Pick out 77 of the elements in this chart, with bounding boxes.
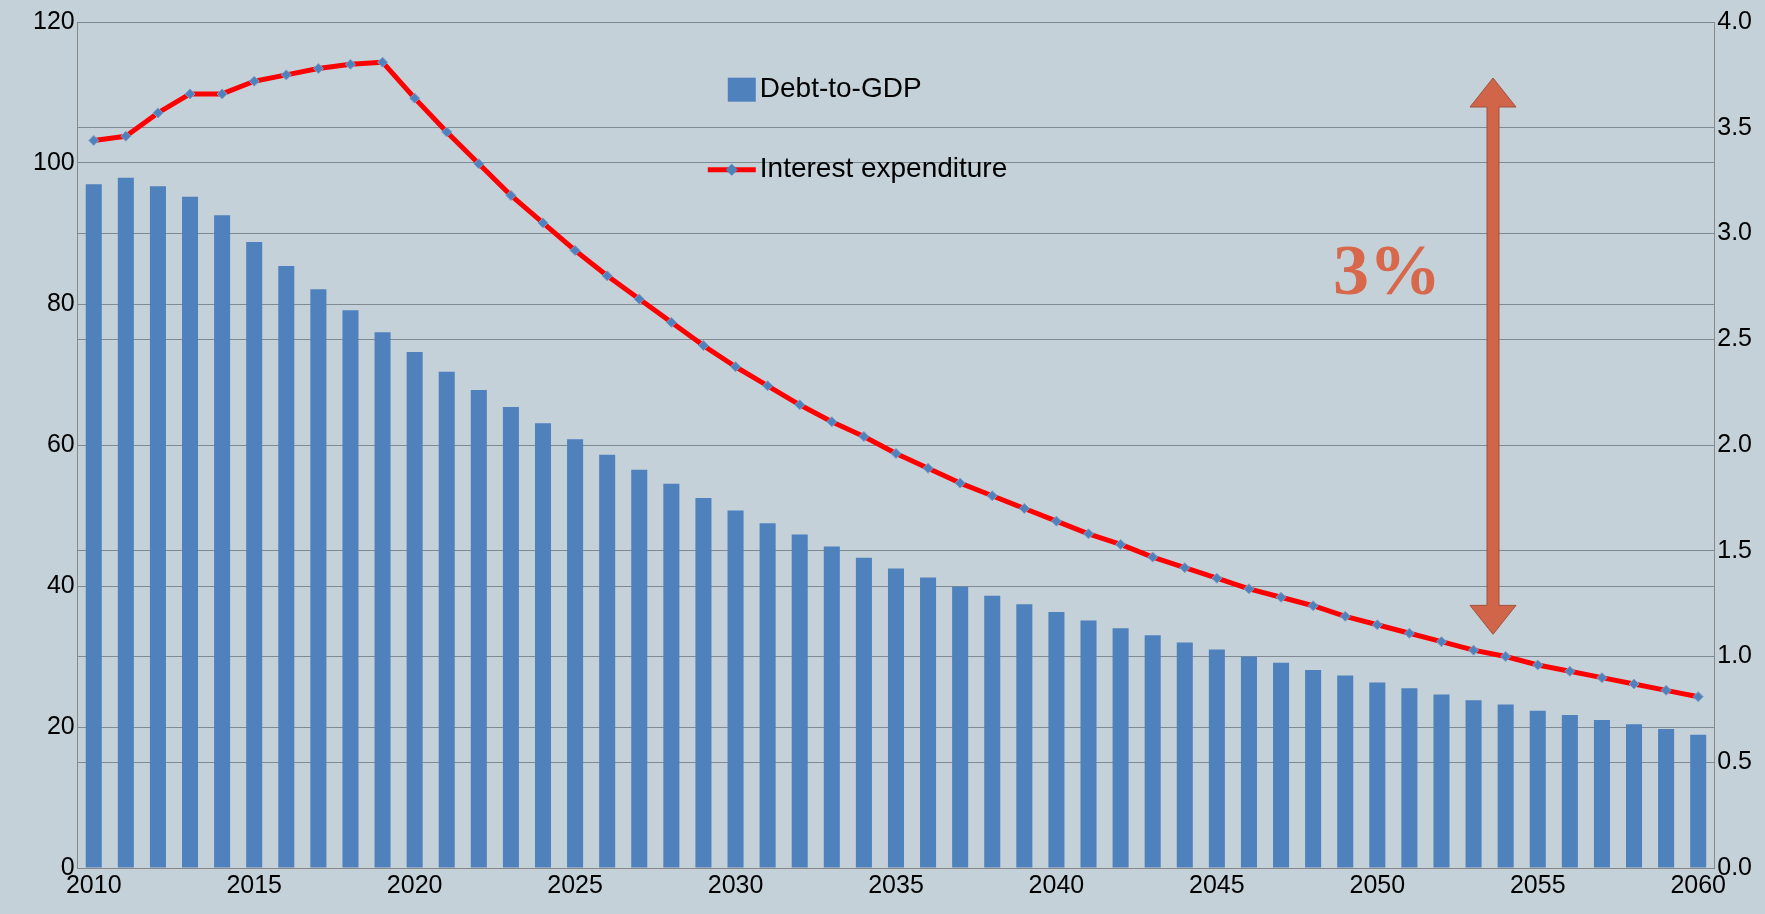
bar (1529, 710, 1546, 868)
bar (1497, 704, 1514, 868)
x-tick-label: 2040 (1028, 869, 1085, 898)
bar (1369, 682, 1386, 868)
bar (1016, 604, 1033, 868)
y2-tick-label: 3.5 (1717, 111, 1753, 140)
bar (791, 534, 808, 868)
bar (631, 469, 648, 868)
bar (599, 454, 616, 868)
x-tick-label: 2035 (868, 869, 924, 898)
x-tick-label: 2025 (547, 869, 603, 898)
y-tick-label: 60 (46, 428, 75, 457)
x-tick-label: 2045 (1189, 869, 1245, 898)
bar (470, 390, 487, 868)
bar (1080, 620, 1097, 868)
bar (887, 568, 904, 868)
bar (1305, 669, 1322, 868)
annotation: 3% (1332, 230, 1441, 311)
bar (984, 595, 1001, 868)
bar (149, 186, 166, 868)
bar (1593, 719, 1610, 868)
y2-tick-label: 2.0 (1717, 428, 1753, 457)
bar (310, 289, 327, 868)
bar (823, 546, 840, 868)
bar (920, 577, 937, 868)
bar (246, 241, 263, 868)
y2-tick-label: 2.5 (1717, 323, 1753, 352)
bar (1208, 649, 1225, 868)
bar (214, 215, 231, 868)
x-tick-label: 2020 (386, 869, 443, 898)
bar (1273, 662, 1290, 868)
bar (1465, 700, 1482, 868)
bar (1690, 734, 1707, 868)
bar (567, 439, 584, 868)
bar (1626, 724, 1643, 868)
bar (117, 177, 134, 868)
bar (1144, 635, 1161, 868)
bar (1240, 656, 1257, 868)
y-tick-label: 120 (32, 5, 75, 34)
bar (1658, 729, 1675, 868)
bar (952, 586, 969, 868)
bar (1176, 642, 1193, 868)
bar (1401, 688, 1418, 868)
bar (438, 371, 455, 868)
legend-label: Interest expenditure (759, 152, 1008, 184)
bar (85, 184, 102, 868)
bar (278, 265, 295, 868)
y2-tick-label: 3.0 (1717, 217, 1753, 246)
bar (759, 523, 776, 868)
y2-tick-label: 1.5 (1717, 534, 1753, 563)
y2-tick-label: 1.0 (1717, 640, 1753, 669)
x-tick-label: 2030 (707, 869, 764, 898)
bar (502, 406, 519, 868)
bar (374, 332, 391, 868)
x-tick-label: 2055 (1509, 869, 1566, 898)
bar (695, 497, 712, 868)
y-tick-label: 80 (46, 287, 75, 316)
bar (1337, 675, 1354, 868)
bar (1561, 715, 1578, 868)
legend-label: Debt-to-GDP (759, 72, 922, 104)
bar (534, 423, 552, 868)
y2-tick-label: 0.5 (1717, 746, 1753, 775)
bar (855, 557, 872, 868)
bar (1433, 694, 1450, 868)
y2-tick-label: 4.0 (1717, 5, 1753, 34)
x-tick-label: 2015 (226, 869, 283, 898)
bar (342, 310, 359, 868)
bar (663, 483, 680, 868)
x-tick-label: 2050 (1349, 869, 1406, 898)
bar (1112, 628, 1129, 868)
bar (1048, 612, 1065, 868)
y-tick-label: 20 (46, 710, 75, 739)
y-tick-label: 40 (46, 569, 75, 598)
bar (727, 510, 744, 868)
y-tick-label: 100 (32, 146, 75, 175)
bar (406, 351, 423, 868)
bar (182, 196, 199, 868)
